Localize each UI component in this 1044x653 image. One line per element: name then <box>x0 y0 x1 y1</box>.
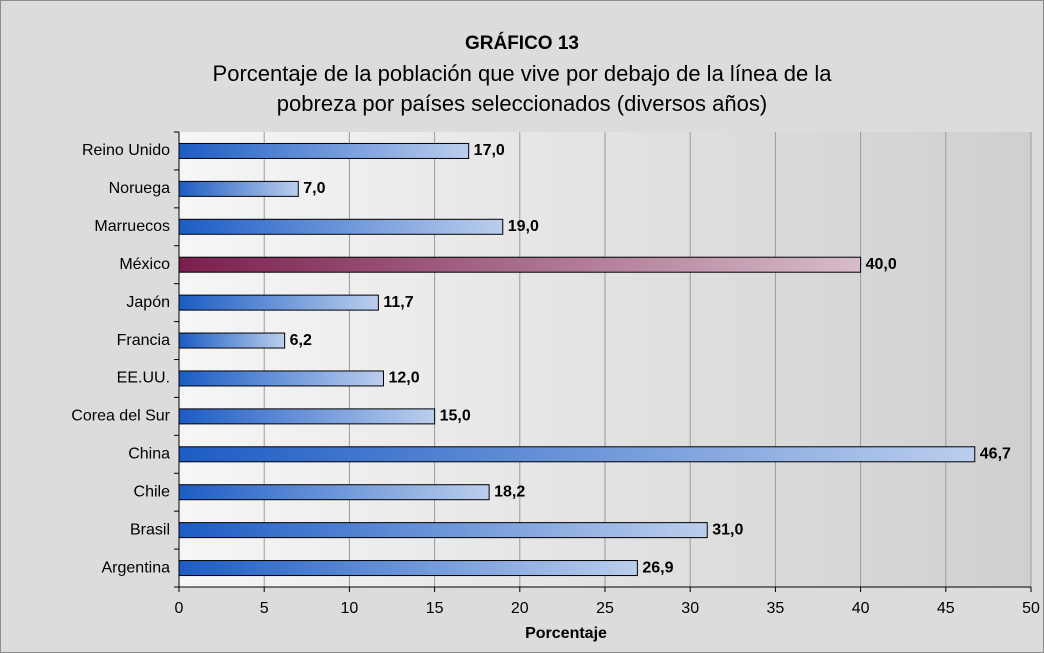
y-tick-label: Japón <box>126 294 170 311</box>
x-tick-label: 35 <box>767 600 785 617</box>
data-label: 6,2 <box>290 332 312 349</box>
bar <box>178 408 436 425</box>
data-label: 46,7 <box>980 446 1011 463</box>
chart-subtitle: pobreza por países seleccionados (divers… <box>277 91 767 116</box>
data-label: 7,0 <box>303 180 325 197</box>
data-label: 15,0 <box>440 408 471 425</box>
x-tick-label: 5 <box>260 600 269 617</box>
y-tick-label: Brasil <box>130 521 170 538</box>
y-tick-label: China <box>128 446 170 463</box>
bar <box>178 218 504 235</box>
x-tick-label: 40 <box>852 600 870 617</box>
data-label: 17,0 <box>474 142 505 159</box>
x-tick-label: 20 <box>511 600 529 617</box>
chart-title: GRÁFICO 13 <box>465 32 579 54</box>
data-label: 11,7 <box>383 294 413 311</box>
bar <box>178 560 638 577</box>
data-label: 18,2 <box>494 483 525 500</box>
data-label: 26,9 <box>642 559 673 576</box>
y-tick-label: Marruecos <box>94 218 170 235</box>
y-tick-label: México <box>119 256 170 273</box>
y-tick-label: Noruega <box>109 180 170 197</box>
bar <box>178 370 384 387</box>
bar <box>178 294 379 311</box>
bar <box>178 522 708 539</box>
x-tick-label: 45 <box>937 600 955 617</box>
bar <box>178 332 286 349</box>
x-tick-label: 10 <box>341 600 359 617</box>
y-tick-label: Reino Unido <box>82 142 170 159</box>
bar <box>178 180 299 197</box>
x-tick-label: 0 <box>175 600 184 617</box>
x-tick-label: 15 <box>426 600 444 617</box>
data-label: 40,0 <box>866 256 897 273</box>
chart-subtitle: Porcentaje de la población que vive por … <box>213 61 833 86</box>
data-label: 19,0 <box>508 218 539 235</box>
data-label: 12,0 <box>388 370 419 387</box>
y-tick-label: Chile <box>134 483 171 500</box>
x-axis-label: Porcentaje <box>525 625 607 642</box>
bar <box>178 256 862 273</box>
x-tick-label: 30 <box>681 600 699 617</box>
y-tick-label: Francia <box>117 332 170 349</box>
bar <box>178 446 976 463</box>
bar <box>178 484 490 501</box>
data-label: 31,0 <box>712 521 743 538</box>
x-tick-label: 50 <box>1022 600 1040 617</box>
y-tick-label: EE.UU. <box>117 370 170 387</box>
x-tick-label: 25 <box>596 600 614 617</box>
y-tick-label: Argentina <box>102 559 171 576</box>
y-tick-label: Corea del Sur <box>71 408 170 425</box>
bar <box>178 142 470 159</box>
